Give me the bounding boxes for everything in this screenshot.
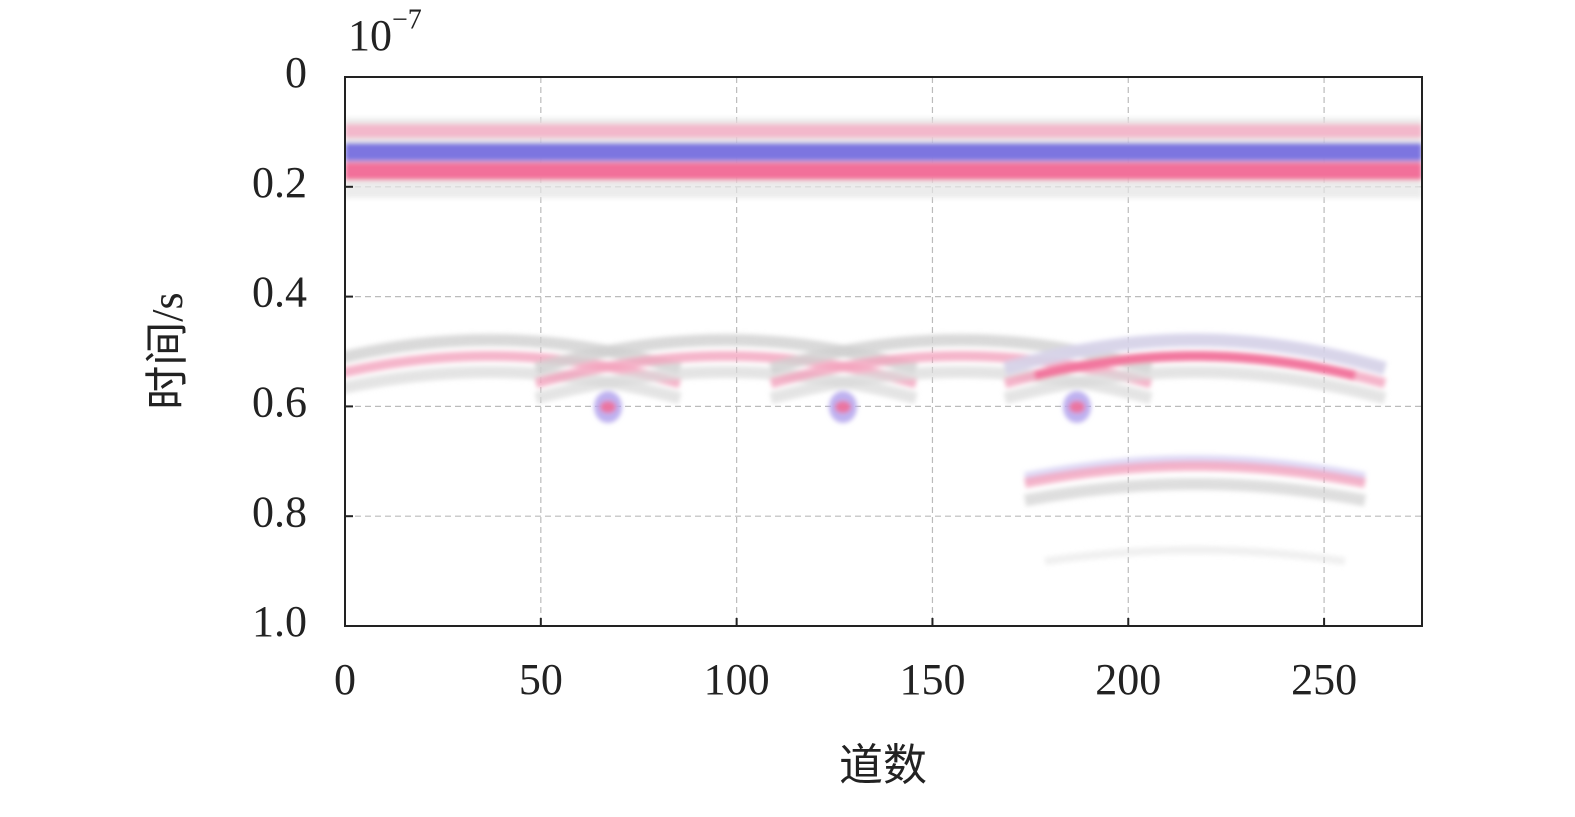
- reflection: [1069, 401, 1085, 413]
- surface-band: [345, 124, 1422, 138]
- reflection: [1003, 366, 1387, 405]
- x-tick-label: 50: [519, 655, 563, 704]
- reflection: [1024, 461, 1366, 488]
- y-scale-base: 10: [348, 11, 392, 60]
- surface-band: [345, 162, 1422, 180]
- reflection: [1033, 350, 1357, 381]
- reflection: [835, 401, 851, 413]
- reflection: [600, 401, 616, 413]
- y-axis-label: 时间/s: [143, 292, 192, 409]
- x-axis-label: 道数: [839, 741, 927, 790]
- x-tick-label: 0: [334, 655, 356, 704]
- reflection: [1024, 455, 1366, 483]
- y-tick-label: 1.0: [252, 597, 307, 646]
- plot-frame: [344, 76, 1423, 627]
- y-scale-exponent: −7: [392, 4, 422, 35]
- x-tick-label: 200: [1095, 655, 1161, 704]
- reflection: [1023, 478, 1367, 507]
- y-tick-label: 0.4: [252, 268, 307, 317]
- radargram-image: [345, 118, 1422, 566]
- x-tick-label: 250: [1291, 655, 1357, 704]
- reflection: [1044, 546, 1346, 566]
- y-tick-label: 0.2: [252, 158, 307, 207]
- y-tick-label: 0.8: [252, 487, 307, 536]
- surface-band: [345, 143, 1422, 161]
- reflection: [1003, 333, 1387, 376]
- x-tick-label: 100: [704, 655, 770, 704]
- x-tick-label: 150: [899, 655, 965, 704]
- y-tick-label: 0: [285, 48, 307, 97]
- y-tick-label: 0.6: [252, 377, 307, 426]
